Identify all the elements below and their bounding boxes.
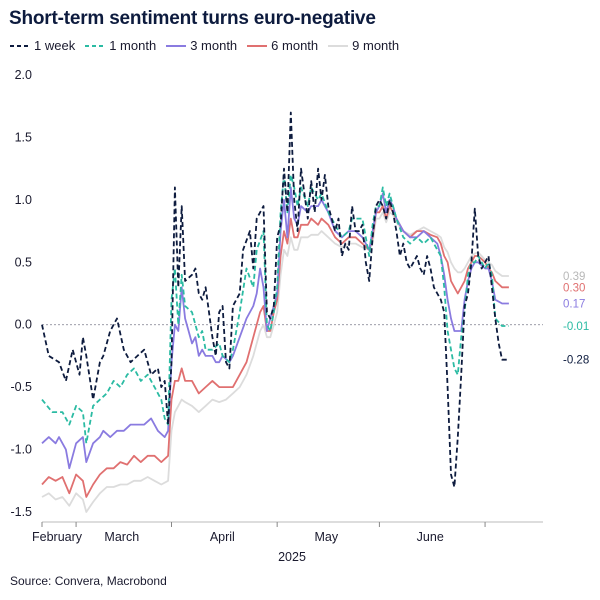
legend: 1 week 1 month 3 month 6 month 9 month bbox=[10, 38, 399, 53]
legend-swatch-9-month bbox=[328, 44, 349, 47]
end-label-1-month: -0.01 bbox=[563, 321, 589, 333]
legend-swatch-6-month bbox=[247, 44, 268, 47]
y-tick-label: -1.0 bbox=[10, 443, 32, 457]
y-tick-label: -0.5 bbox=[10, 380, 32, 394]
end-labels: -0.28 -0.01 0.17 0.300.39 bbox=[563, 271, 589, 367]
x-tick-label: June bbox=[417, 530, 444, 544]
legend-swatch-1-week bbox=[10, 44, 30, 47]
legend-item-1-month: 1 month bbox=[85, 38, 156, 53]
end-label-6-month: 0.30 bbox=[563, 282, 585, 294]
x-tick-label: April bbox=[210, 530, 235, 544]
source-note: Source: Convera, Macrobond bbox=[10, 574, 167, 588]
legend-item-9-month: 9 month bbox=[328, 38, 399, 53]
y-tick-label: 1.0 bbox=[15, 193, 32, 207]
chart-series bbox=[41, 111, 509, 513]
x-tick-label: March bbox=[104, 530, 139, 544]
legend-label-1-week: 1 week bbox=[34, 38, 76, 53]
series-line-1-week bbox=[41, 111, 509, 488]
legend-item-1-week: 1 week bbox=[10, 38, 75, 53]
x-axis-year-label: 2025 bbox=[278, 550, 306, 564]
legend-label-1-month: 1 month bbox=[109, 38, 157, 53]
end-label-9-month: 0.39 bbox=[563, 271, 585, 283]
y-tick-label: 0.5 bbox=[15, 255, 32, 269]
legend-item-6-month: 6 month bbox=[247, 38, 318, 53]
legend-label-3-month: 3 month bbox=[190, 38, 238, 53]
y-tick-label: 1.5 bbox=[15, 130, 32, 144]
chart-title: Short-term sentiment turns euro-negative bbox=[9, 8, 376, 29]
y-tick-label: 2.0 bbox=[15, 68, 32, 82]
end-label-1-week: -0.28 bbox=[563, 355, 589, 367]
y-tick-label: 0.0 bbox=[15, 318, 32, 332]
legend-swatch-3-month bbox=[166, 44, 187, 47]
x-tick-label: February bbox=[32, 530, 83, 544]
x-tick-label: May bbox=[314, 530, 338, 544]
legend-item-3-month: 3 month bbox=[166, 38, 237, 53]
end-label-3-month: 0.17 bbox=[563, 298, 585, 310]
series-line-6-month bbox=[41, 205, 509, 498]
legend-swatch-1-month bbox=[85, 44, 106, 47]
legend-label-9-month: 9 month bbox=[352, 38, 400, 53]
legend-label-6-month: 6 month bbox=[271, 38, 319, 53]
y-tick-label: -1.5 bbox=[10, 505, 32, 519]
series-line-1-month bbox=[41, 174, 509, 445]
series-line-9-month bbox=[41, 211, 509, 513]
